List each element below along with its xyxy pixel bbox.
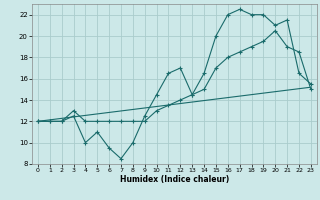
X-axis label: Humidex (Indice chaleur): Humidex (Indice chaleur) xyxy=(120,175,229,184)
